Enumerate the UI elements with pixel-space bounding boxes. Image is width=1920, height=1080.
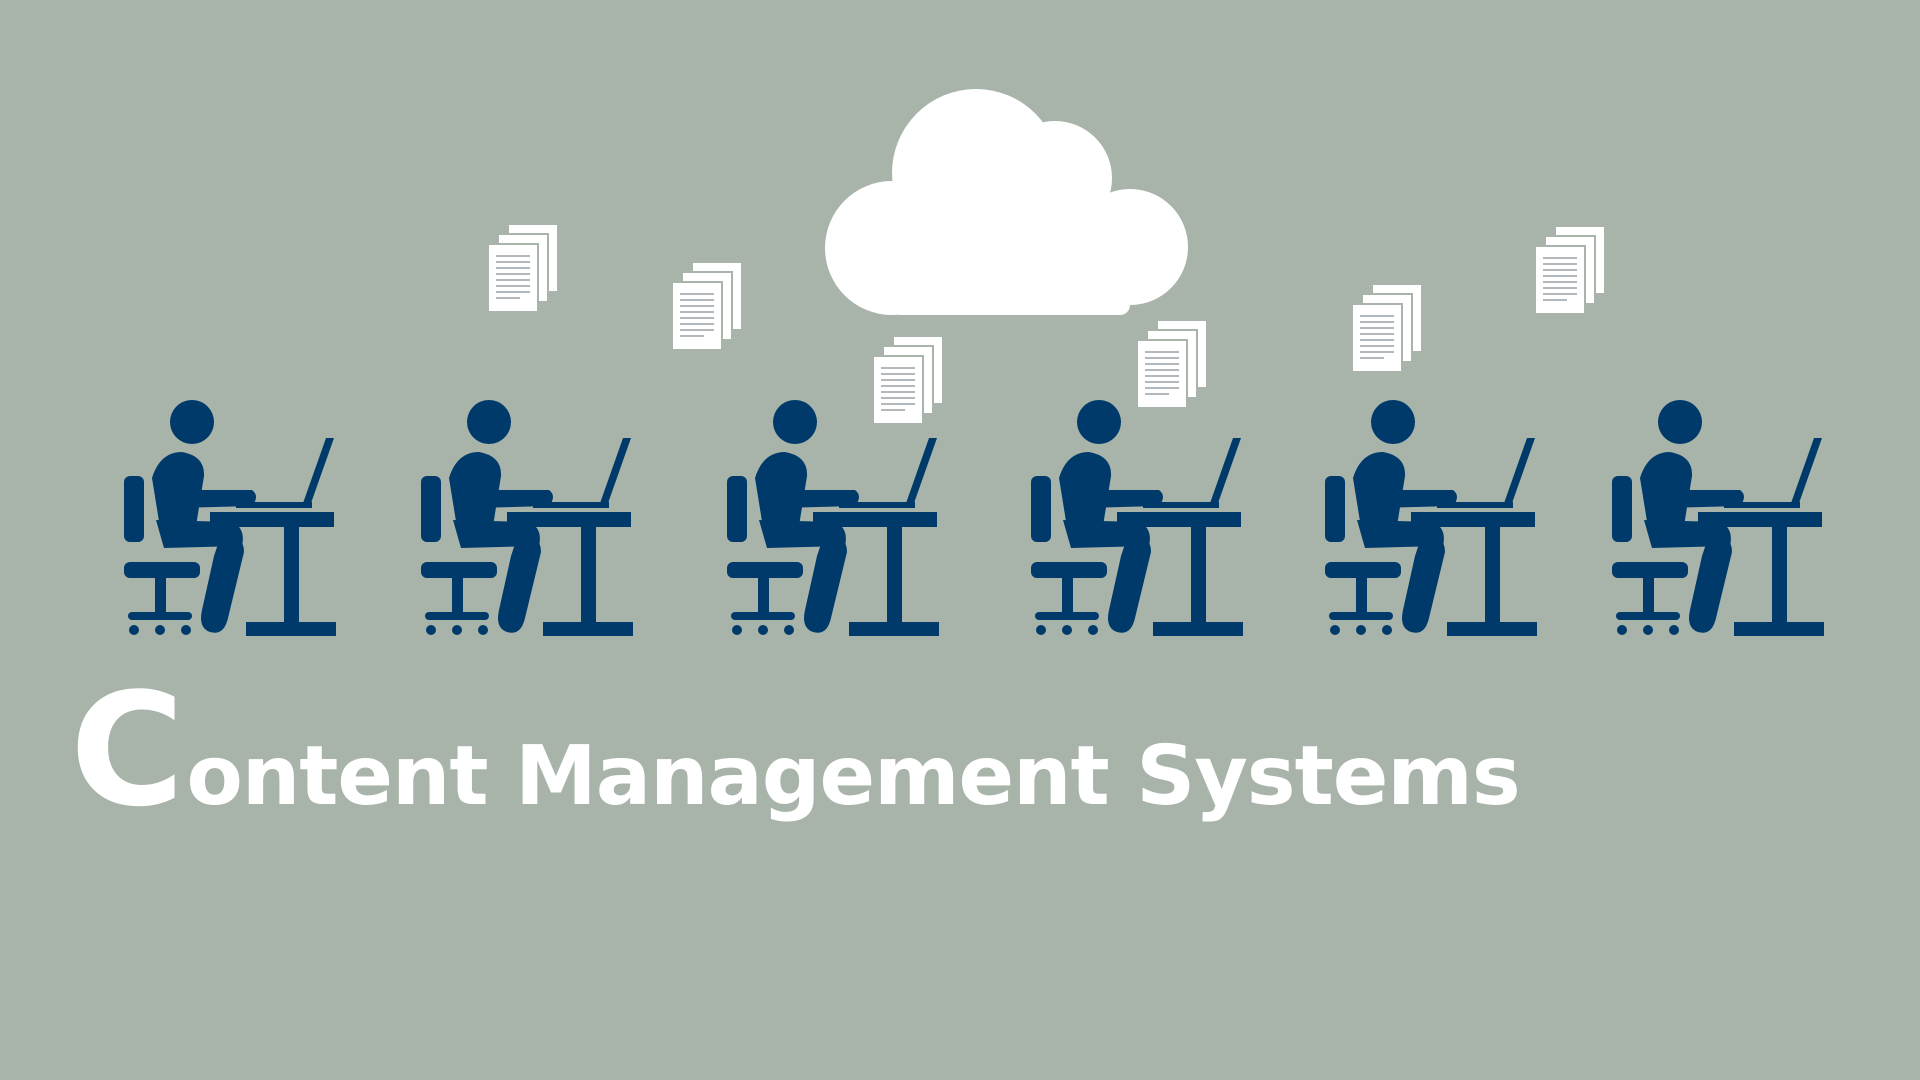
page-title: Content Management Systems [70,672,1521,828]
cloud-icon [825,89,1188,315]
document-stack-icon [872,335,944,425]
document-stack-icon [1351,283,1423,373]
person-at-laptop-desk-icon [1325,400,1537,636]
title-text: ontent Management Systems [186,729,1521,824]
person-at-laptop-desk-icon [124,400,336,636]
person-at-laptop-desk-icon [727,400,939,636]
title-initial-letter: C [70,659,187,841]
person-at-laptop-desk-icon [1612,400,1824,636]
person-at-laptop-desk-icon [1031,400,1243,636]
document-stack-icon [1136,319,1208,409]
person-at-laptop-desk-icon [421,400,633,636]
document-stack-icon [487,223,559,313]
document-stack-icon [671,261,743,351]
document-stack-icon [1534,225,1606,315]
